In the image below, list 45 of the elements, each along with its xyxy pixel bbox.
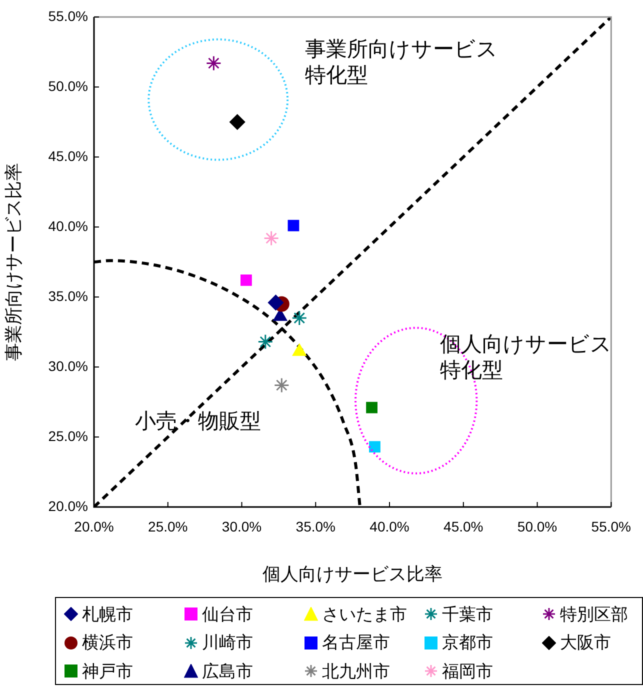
y-tick-label: 20.0%: [48, 498, 88, 514]
point: [292, 310, 308, 326]
annotation: 個人向けサービス特化型: [440, 331, 613, 383]
legend-label: 北九州市: [322, 660, 390, 683]
point: [258, 334, 274, 350]
x-tick-label: 45.0%: [444, 518, 484, 534]
y-tick-label: 45.0%: [48, 148, 88, 164]
x-tick-label: 55.0%: [591, 518, 632, 534]
x-tick-label: 30.0%: [222, 518, 262, 534]
y-tick-label: 35.0%: [48, 288, 88, 304]
point: [264, 230, 280, 246]
legend-label: 仙台市: [202, 604, 253, 626]
legend-label: 大阪市: [560, 632, 611, 654]
point: [288, 220, 300, 232]
legend-label: 名古屋市: [322, 632, 390, 654]
x-tick-label: 35.0%: [296, 518, 336, 534]
legend-label: 神戸市: [82, 660, 133, 683]
x-tick-label: 25.0%: [148, 518, 188, 534]
legend-label: 川崎市: [202, 632, 253, 654]
y-axis-title: 事業所向けサービス比率: [3, 163, 24, 361]
legend-label: 千葉市: [442, 604, 493, 626]
y-tick-label: 25.0%: [48, 428, 88, 444]
legend-label: 広島市: [202, 660, 253, 683]
x-tick-label: 50.0%: [517, 518, 558, 534]
point: [206, 55, 222, 71]
point: [230, 114, 246, 130]
annotation: 事業所向けサービス特化型: [305, 36, 499, 88]
legend-label: 特別区部: [560, 604, 628, 626]
y-tick-label: 40.0%: [48, 218, 88, 234]
point: [268, 294, 284, 310]
legend-label: 横浜市: [82, 632, 133, 654]
legend-label: 札幌市: [82, 604, 133, 626]
point: [240, 274, 252, 286]
point: [366, 402, 378, 414]
x-tick-label: 40.0%: [370, 518, 410, 534]
legend-label: 福岡市: [442, 660, 493, 683]
point: [369, 441, 380, 452]
legend-label: 京都市: [442, 632, 493, 654]
y-tick-label: 50.0%: [48, 78, 88, 94]
x-tick-label: 20.0%: [74, 518, 114, 534]
legend-label: さいたま市: [322, 604, 407, 626]
y-tick-label: 55.0%: [48, 8, 88, 24]
x-axis-title: 個人向けサービス比率: [262, 564, 443, 585]
y-tick-label: 30.0%: [48, 358, 88, 374]
point: [274, 377, 290, 393]
